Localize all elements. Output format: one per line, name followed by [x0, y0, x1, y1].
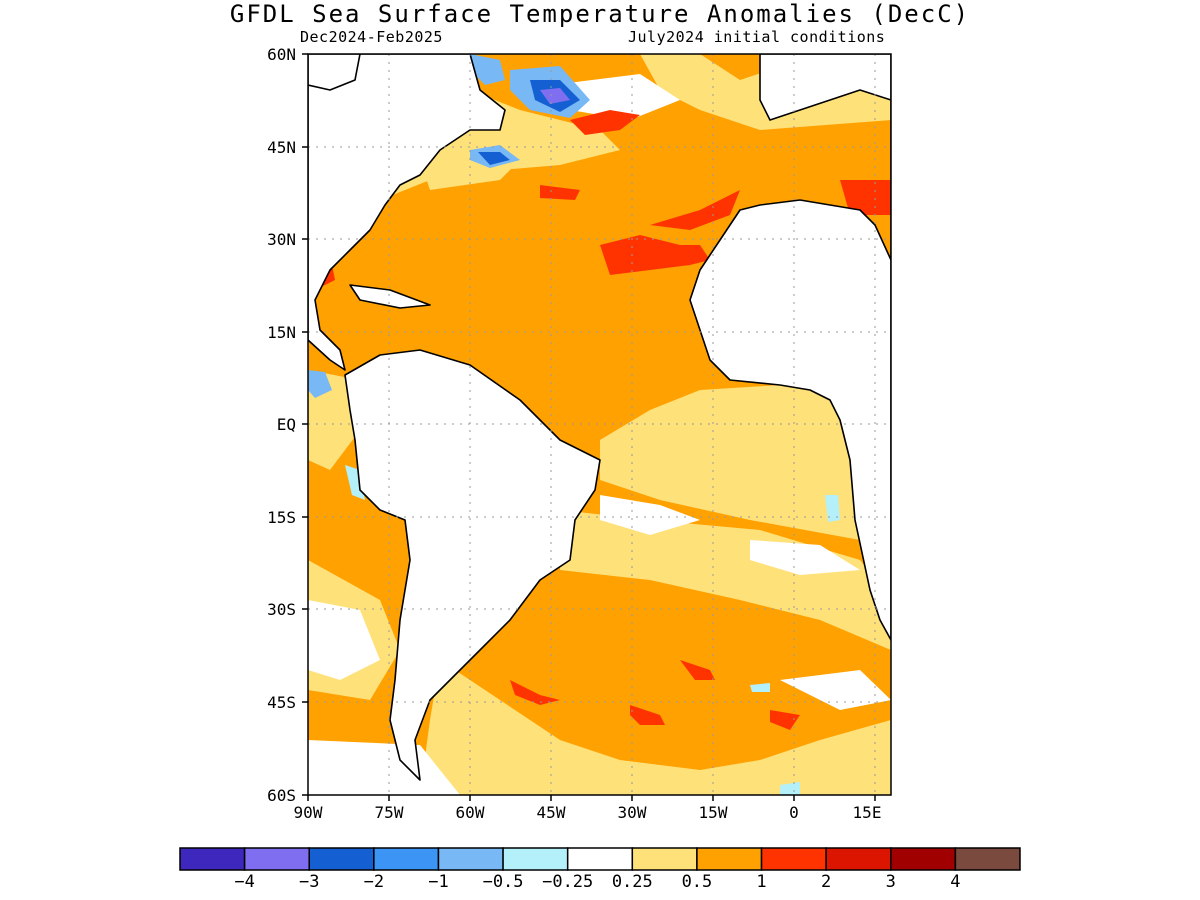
lat-label-15s: 15S [267, 508, 296, 527]
lon-label-60w: 60W [455, 803, 485, 822]
land [308, 54, 891, 781]
colorbar-label: 2 [821, 872, 832, 892]
colorbar-label: −0.5 [482, 872, 524, 892]
colorbar-label: 3 [885, 872, 896, 892]
colorbar-swatch [179, 847, 246, 871]
initial-conditions: July2024 initial conditions [628, 28, 886, 46]
lat-label-45s: 45S [267, 693, 296, 712]
cuba [349, 284, 431, 309]
colorbar-swatch [243, 847, 310, 871]
lat-label-45n: 45N [267, 138, 296, 157]
colorbar [179, 847, 1021, 871]
lon-label-0: 0 [789, 803, 799, 822]
axis-ticks [302, 53, 876, 801]
lat-label-60n: 60N [267, 45, 296, 64]
lon-label-15e: 15E [852, 803, 882, 822]
anomaly-band-min [540, 88, 570, 104]
colorbar-swatch [696, 847, 763, 871]
lat-label-60s: 60S [267, 786, 296, 805]
lon-label-90w: 90W [293, 803, 323, 822]
lon-label-15w: 15W [698, 803, 728, 822]
lon-label-45w: 45W [536, 803, 566, 822]
colorbar-label: −0.25 [542, 872, 594, 892]
colorbar-label: −2 [363, 872, 385, 892]
colorbar-label: −4 [234, 872, 255, 892]
colorbar-swatch [566, 847, 634, 871]
colorbar-swatch [760, 847, 827, 871]
colorbar-swatch [502, 847, 569, 871]
anomaly-band-red [310, 110, 891, 730]
colorbar-swatch [890, 847, 957, 871]
africa-europe [689, 54, 891, 641]
colorbar-swatch [954, 847, 1021, 871]
colorbar-swatch [631, 847, 698, 871]
colorbar-swatch [308, 847, 375, 871]
colorbar-label: 0.5 [681, 872, 713, 892]
north-america [308, 54, 506, 371]
lat-label-eq: EQ [276, 415, 296, 434]
colorbar-swatch [373, 847, 440, 871]
colorbar-label: 0.25 [611, 872, 653, 892]
colorbar-label: 4 [950, 872, 961, 892]
lon-label-75w: 75W [374, 803, 404, 822]
colorbar-swatch [437, 847, 504, 871]
lon-label-30w: 30W [617, 803, 647, 822]
lat-label-15n: 15N [267, 323, 296, 342]
greenland-iceland [308, 54, 361, 91]
colorbar-swatch [825, 847, 892, 871]
colorbar-label: 1 [756, 872, 767, 892]
colorbar-label: −1 [428, 872, 449, 892]
graticule [308, 54, 891, 795]
map-title: GFDL Sea Surface Temperature Anomalies (… [229, 0, 971, 28]
lat-label-30s: 30S [267, 600, 296, 619]
anomaly-band-near-zero [308, 74, 891, 795]
europe-north [759, 54, 891, 121]
lat-label-30n: 30N [267, 230, 296, 249]
south-america [344, 349, 601, 781]
colorbar-label: −3 [298, 872, 320, 892]
forecast-period: Dec2024-Feb2025 [300, 28, 443, 46]
